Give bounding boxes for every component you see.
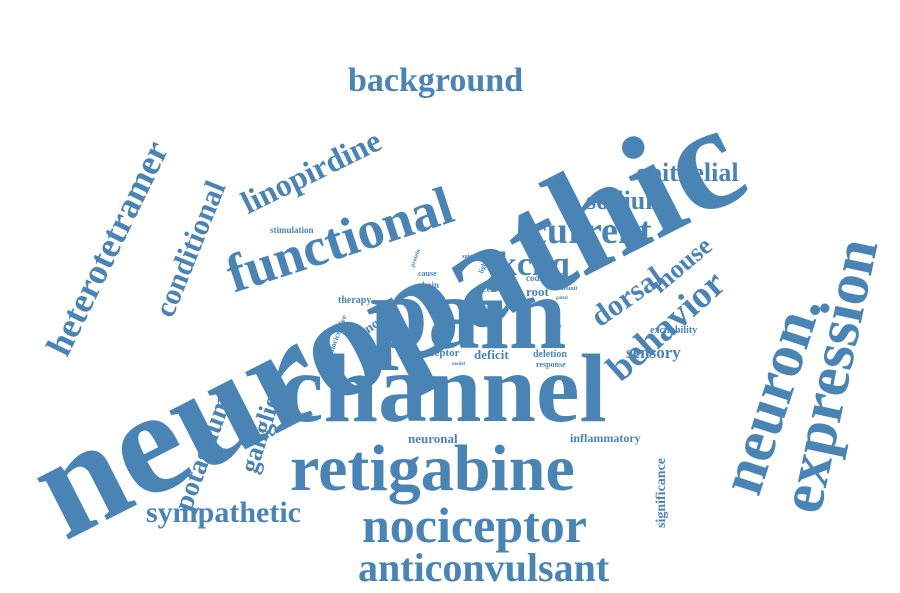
word-heterotetramer: heterotetramer bbox=[38, 134, 177, 362]
word-receptor: receptor bbox=[420, 347, 460, 359]
word-epithelial: epithelial bbox=[636, 158, 739, 187]
word-response: response bbox=[536, 360, 566, 369]
word-retigabine: retigabine bbox=[290, 432, 575, 505]
word-cell: cell bbox=[482, 284, 497, 295]
word-chain: chain bbox=[418, 280, 440, 290]
word-sensory: sensory bbox=[626, 343, 681, 362]
word-neuronal: neuronal bbox=[408, 431, 458, 446]
word-sodium: sodium bbox=[586, 186, 667, 215]
word-therapy: therapy bbox=[338, 295, 372, 306]
word-inflammatory: inflammatory bbox=[570, 431, 641, 445]
word-model: model bbox=[452, 362, 466, 367]
word-kcnq: kcnq bbox=[498, 246, 570, 283]
word-pain: pain bbox=[370, 256, 567, 371]
word-sympathetic: sympathetic bbox=[146, 496, 301, 529]
word-root: root bbox=[526, 284, 549, 299]
word-stimulation: stimulation bbox=[270, 225, 314, 235]
word-deletion: deletion bbox=[533, 349, 567, 360]
word-spinal: spinal bbox=[462, 254, 478, 260]
word-channel: channel bbox=[280, 335, 607, 443]
word-current: current bbox=[530, 210, 652, 252]
word-anticonvulsant: anticonvulsant bbox=[358, 545, 610, 590]
word-cause: cause bbox=[418, 269, 437, 278]
word-nociceptor: nociceptor bbox=[362, 497, 587, 553]
word-background: background bbox=[348, 62, 524, 99]
word-gated: gated bbox=[556, 296, 568, 301]
word-excitability: excitability bbox=[650, 325, 698, 336]
word-deficit: deficit bbox=[474, 347, 509, 362]
word-significance: significance bbox=[654, 458, 669, 528]
word-here: here bbox=[506, 296, 516, 301]
word-subunit: subunit bbox=[558, 286, 578, 292]
word-coding: coding bbox=[526, 273, 552, 283]
